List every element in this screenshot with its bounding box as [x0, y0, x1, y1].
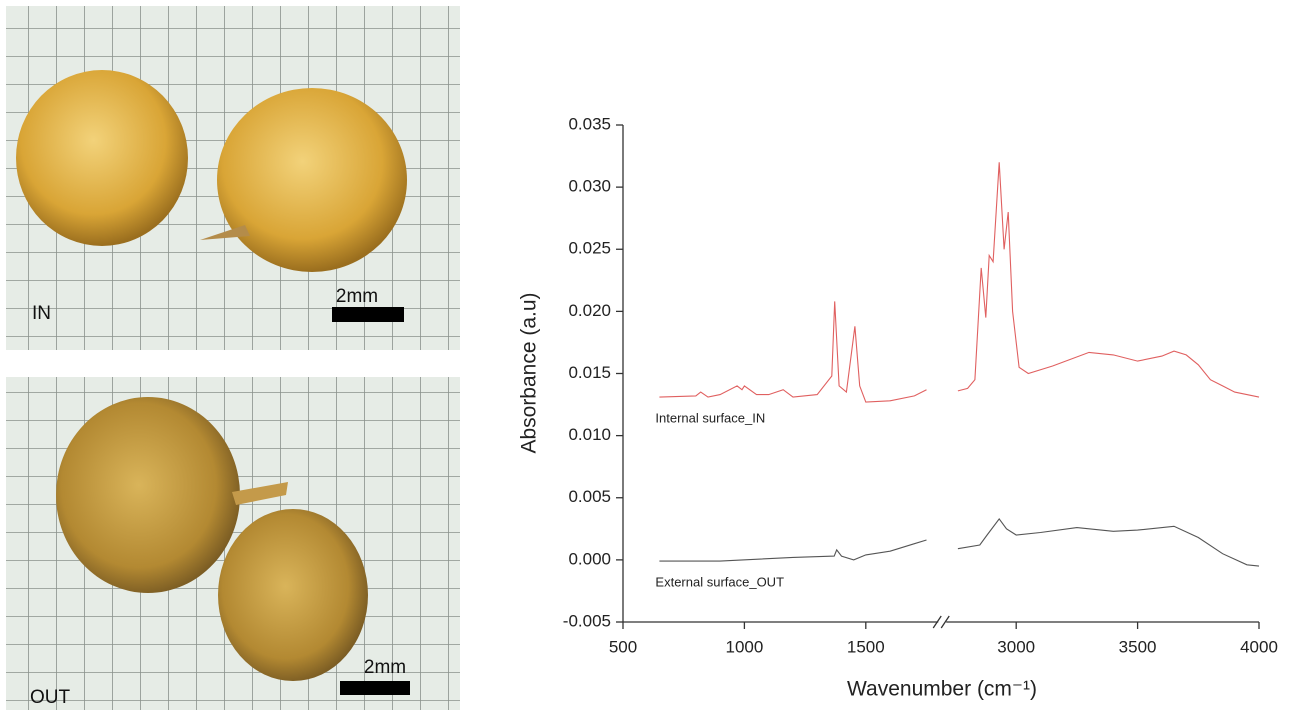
- x-tick-label: 500: [609, 637, 637, 656]
- series-label: Internal surface_IN: [655, 411, 765, 426]
- y-tick-label: 0.005: [568, 487, 611, 506]
- y-tick-label: 0.000: [568, 549, 611, 568]
- scale-label: 2mm: [336, 286, 378, 307]
- photo-in: IN 2mm: [6, 6, 460, 350]
- scale-label: 2mm: [364, 657, 406, 678]
- series-line: [659, 519, 1259, 566]
- figure: IN 2mm OUT 2mm Wavenumber (cm⁻¹) Absorba…: [0, 0, 1293, 713]
- y-axis-label: Absorbance (a.u): [518, 292, 541, 453]
- x-tick-label: 3000: [997, 637, 1035, 656]
- y-tick-label: -0.005: [563, 611, 611, 630]
- photo-out: OUT 2mm: [6, 377, 460, 710]
- x-axis-label: Wavenumber (cm⁻¹): [847, 678, 1037, 701]
- y-tick-label: 0.015: [568, 363, 611, 382]
- x-tick-label: 3500: [1119, 637, 1157, 656]
- y-tick-label: 0.010: [568, 425, 611, 444]
- chart: Wavenumber (cm⁻¹) Absorbance (a.u) -0.00…: [518, 114, 1278, 700]
- y-tick-label: 0.020: [568, 301, 611, 320]
- scale-bar: [340, 681, 410, 695]
- x-tick-label: 1000: [725, 637, 763, 656]
- scale-bar: [332, 307, 404, 322]
- y-tick-label: 0.030: [568, 177, 611, 196]
- series-line: [659, 162, 1259, 402]
- x-tick-label: 4000: [1240, 637, 1278, 656]
- photo-label: IN: [32, 303, 51, 324]
- y-tick-label: 0.025: [568, 239, 611, 258]
- photo-label: OUT: [30, 687, 71, 708]
- y-tick-label: 0.035: [568, 114, 611, 133]
- x-tick-label: 1500: [847, 637, 885, 656]
- series-label: External surface_OUT: [655, 575, 784, 590]
